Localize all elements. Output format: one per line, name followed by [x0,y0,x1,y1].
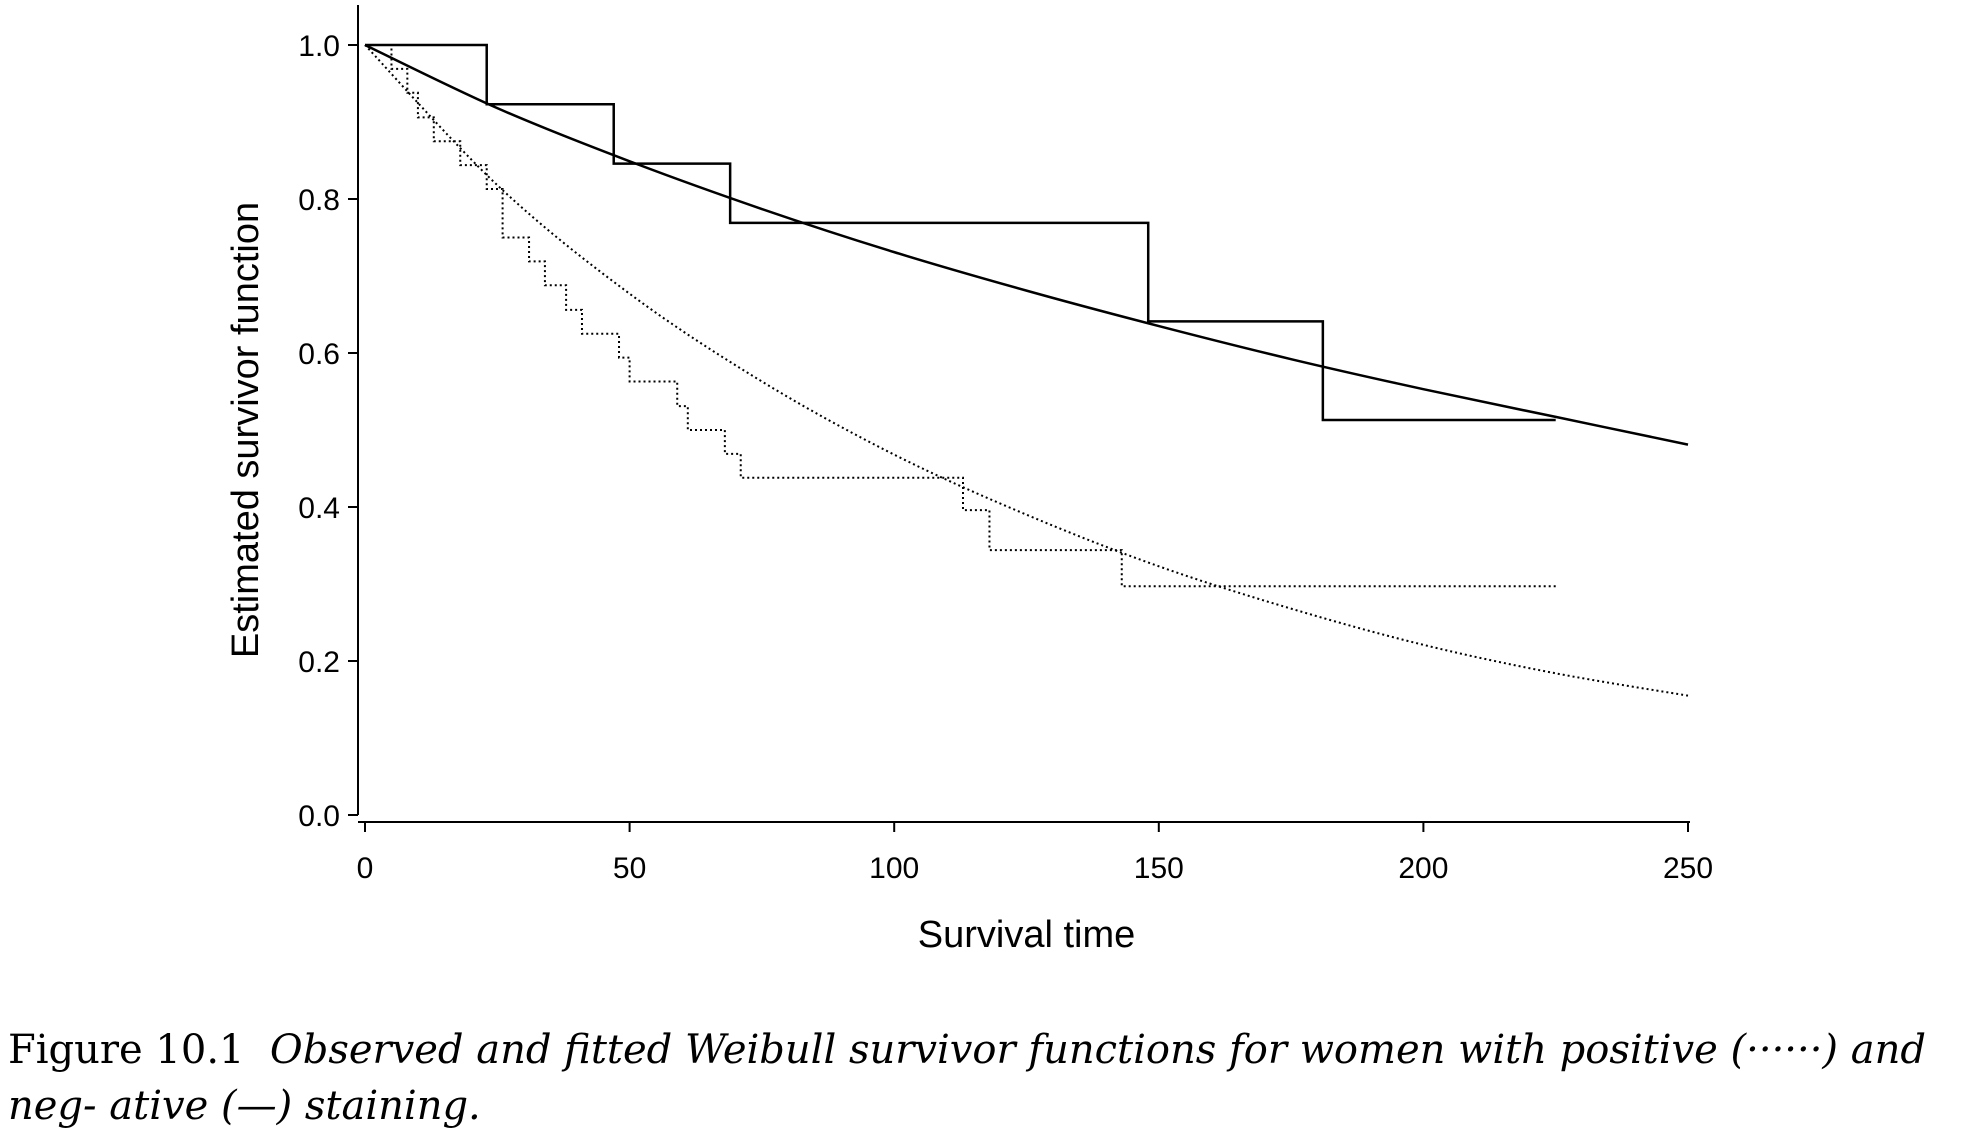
figure-caption: Figure 10.1 Observed and fitted Weibull … [8,1022,1978,1134]
positive-observed-step-line [365,44,1556,588]
y-axis-title: Estimated survivor function [225,202,267,658]
x-tick-label: 250 [1663,852,1713,885]
negative-fitted-curve-line [364,43,1689,446]
y-tick-label: 0.2 [298,646,340,679]
x-ticks: 0 50 100 150 200 250 [357,822,1713,885]
x-tick-label: 0 [357,852,374,885]
chart-area: 0.0 0.2 0.4 0.6 0.8 1.0 0 50 100 150 200 250 Survi… [225,5,1713,956]
series-layer [364,43,1689,697]
x-tick-label: 50 [613,852,646,885]
caption-label: Figure 10.1 [8,1027,245,1073]
y-tick-label: 0.6 [298,338,340,371]
x-tick-label: 200 [1398,852,1448,885]
y-ticks: 0.0 0.2 0.4 0.6 0.8 1.0 [298,30,358,833]
x-tick-label: 100 [869,852,919,885]
axes [357,5,1690,823]
y-tick-label: 0.4 [298,492,340,525]
y-tick-label: 0.0 [298,800,340,833]
y-tick-label: 1.0 [298,30,340,63]
x-tick-label: 150 [1134,852,1184,885]
y-tick-label: 0.8 [298,184,340,217]
x-axis-title: Survival time [918,914,1136,956]
positive-fitted-curve-line [364,44,1689,697]
survivor-chart: 0.0 0.2 0.4 0.6 0.8 1.0 0 50 100 150 200 250 Survi… [225,5,1713,956]
caption-text: Observed and fitted Weibull survivor fun… [8,1027,1926,1129]
negative-observed-step-line [365,43,1556,422]
